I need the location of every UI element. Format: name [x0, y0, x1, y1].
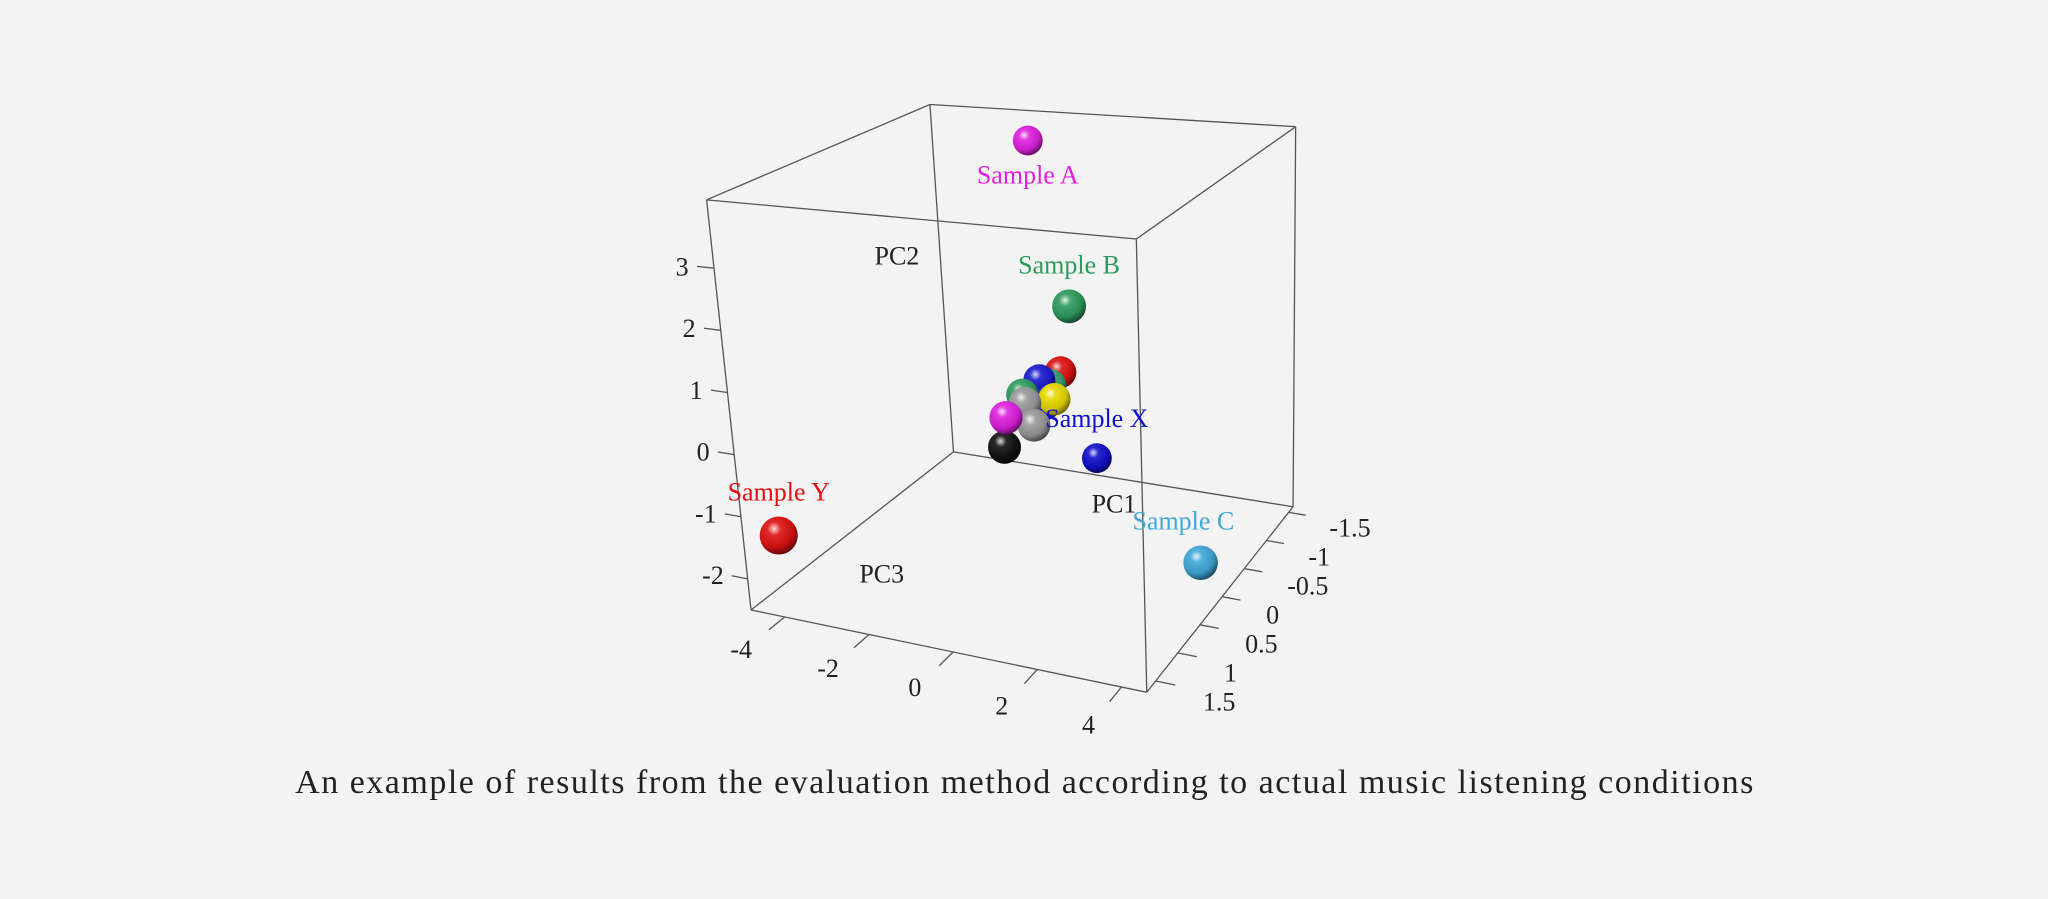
z-tick-label: -1 [1308, 543, 1330, 572]
box-edge [706, 103, 931, 201]
y-axis-title: PC2 [874, 242, 919, 271]
box-edge [750, 451, 954, 611]
y-tick-mark [717, 451, 735, 456]
y-tick-label: -1 [695, 499, 717, 528]
box-edge [1292, 126, 1297, 507]
z-tick-label: -0.5 [1287, 572, 1328, 601]
z-axis-title: PC3 [859, 560, 904, 589]
point-label: Sample B [1018, 250, 1120, 279]
x-tick-label: -4 [730, 635, 752, 664]
y-tick-mark [724, 513, 742, 518]
point-shading [1081, 443, 1112, 474]
x-axis-title: PC1 [1092, 490, 1137, 519]
point-label: Sample Y [728, 477, 831, 506]
y-tick-label: -2 [702, 561, 724, 590]
point-label: Sample C [1132, 506, 1234, 535]
x-tick-mark [1109, 686, 1123, 703]
box-edge [1135, 239, 1148, 693]
x-tick-label: 2 [995, 692, 1008, 721]
z-tick-mark [1177, 652, 1198, 658]
box-edge [929, 104, 955, 452]
x-tick-label: 4 [1082, 710, 1095, 739]
box-edge [1135, 126, 1297, 240]
y-tick-mark [710, 389, 728, 394]
point-label: Sample X [1045, 404, 1148, 433]
z-tick-label: 1 [1224, 658, 1237, 687]
x-tick-mark [853, 633, 870, 649]
x-tick-label: -2 [817, 654, 839, 683]
point-shading [759, 516, 798, 555]
x-tick-label: 0 [908, 673, 921, 702]
z-tick-label: 0.5 [1245, 629, 1278, 658]
x-tick-mark [938, 651, 954, 667]
box-edge [929, 103, 1296, 128]
box-edge [750, 609, 1147, 693]
point-shading [1052, 289, 1087, 324]
box-edge [1146, 506, 1294, 693]
point-label: Sample A [977, 160, 1079, 189]
caption: An example of results from the evaluatio… [295, 764, 1755, 801]
point-shading [1012, 125, 1043, 156]
z-tick-mark [1288, 511, 1306, 516]
z-tick-mark [1199, 624, 1219, 630]
y-tick-mark [731, 575, 748, 580]
z-tick-mark [1155, 680, 1176, 686]
box-edge [706, 199, 1137, 240]
x-tick-mark [768, 616, 786, 631]
z-tick-label: 1.5 [1203, 687, 1236, 716]
point-shading [989, 401, 1023, 435]
y-tick-label: 0 [697, 438, 710, 467]
y-tick-label: 2 [683, 314, 696, 343]
y-tick-label: 3 [676, 252, 689, 281]
z-tick-mark [1266, 539, 1285, 545]
point-shading [1183, 545, 1218, 580]
z-tick-label: 0 [1266, 600, 1279, 629]
y-tick-label: 1 [690, 376, 703, 405]
point-shading [1038, 383, 1071, 416]
point-shading [988, 430, 1021, 464]
point-shading [1017, 408, 1051, 442]
z-tick-mark [1244, 567, 1263, 573]
y-tick-mark [703, 327, 721, 331]
x-tick-mark [1023, 669, 1038, 685]
z-tick-label: -1.5 [1329, 514, 1370, 543]
y-tick-mark [696, 265, 715, 269]
box-edge [705, 199, 752, 611]
z-tick-mark [1222, 596, 1241, 601]
